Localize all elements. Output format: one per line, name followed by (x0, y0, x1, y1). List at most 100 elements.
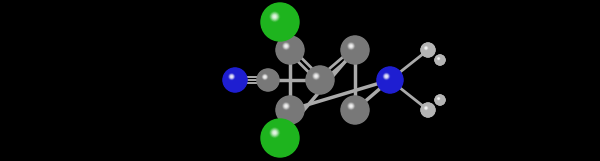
Circle shape (225, 70, 245, 90)
Circle shape (437, 58, 442, 62)
Circle shape (272, 130, 278, 136)
Circle shape (311, 71, 329, 89)
Circle shape (388, 78, 392, 82)
Circle shape (422, 44, 434, 56)
Circle shape (263, 121, 297, 155)
Circle shape (426, 108, 430, 112)
Circle shape (438, 58, 442, 62)
Circle shape (271, 129, 289, 147)
Circle shape (265, 123, 295, 153)
Circle shape (424, 105, 433, 115)
Circle shape (281, 101, 299, 119)
Circle shape (346, 101, 364, 119)
Circle shape (347, 103, 362, 118)
Circle shape (311, 71, 329, 89)
Circle shape (350, 105, 352, 107)
Circle shape (318, 78, 322, 82)
Circle shape (266, 8, 294, 36)
Circle shape (278, 38, 302, 62)
Circle shape (425, 47, 431, 53)
Circle shape (258, 70, 278, 90)
Circle shape (424, 106, 432, 114)
Circle shape (425, 47, 427, 49)
Circle shape (273, 131, 276, 134)
Circle shape (424, 46, 428, 50)
Circle shape (379, 69, 401, 91)
Circle shape (343, 98, 367, 122)
Circle shape (262, 74, 268, 79)
Circle shape (439, 99, 442, 101)
Circle shape (439, 99, 441, 101)
Circle shape (421, 43, 435, 57)
Circle shape (273, 15, 287, 29)
Circle shape (421, 104, 434, 117)
Circle shape (313, 73, 319, 79)
Circle shape (277, 37, 303, 63)
Circle shape (262, 73, 275, 87)
Circle shape (345, 100, 365, 120)
Circle shape (262, 4, 298, 40)
Circle shape (229, 74, 241, 86)
Circle shape (283, 104, 296, 117)
Circle shape (272, 130, 287, 146)
Circle shape (268, 125, 293, 151)
Circle shape (349, 104, 361, 116)
Circle shape (265, 77, 271, 83)
Circle shape (286, 45, 295, 55)
Circle shape (230, 75, 233, 78)
Circle shape (259, 71, 278, 90)
Circle shape (383, 73, 390, 80)
Circle shape (439, 99, 441, 101)
Circle shape (383, 73, 389, 79)
Circle shape (437, 57, 443, 63)
Circle shape (319, 79, 322, 81)
Circle shape (422, 104, 434, 116)
Circle shape (380, 70, 400, 90)
Circle shape (263, 5, 297, 39)
Circle shape (316, 76, 317, 77)
Circle shape (435, 95, 445, 105)
Circle shape (262, 74, 274, 86)
Circle shape (425, 107, 431, 113)
Circle shape (223, 68, 247, 92)
Circle shape (227, 72, 244, 88)
Circle shape (286, 106, 287, 107)
Circle shape (282, 102, 298, 118)
Circle shape (287, 108, 292, 112)
Circle shape (343, 38, 367, 62)
Circle shape (269, 127, 291, 149)
Circle shape (289, 49, 292, 51)
Circle shape (265, 123, 295, 153)
Circle shape (425, 108, 427, 109)
Circle shape (427, 109, 429, 111)
Circle shape (316, 75, 325, 85)
Circle shape (271, 128, 279, 137)
Circle shape (437, 57, 443, 63)
Circle shape (438, 98, 439, 99)
Circle shape (380, 71, 400, 90)
Circle shape (262, 4, 298, 40)
Circle shape (267, 79, 269, 81)
Circle shape (425, 107, 431, 113)
Circle shape (287, 47, 293, 53)
Circle shape (234, 79, 236, 81)
Circle shape (386, 76, 394, 83)
Circle shape (233, 78, 237, 82)
Circle shape (351, 46, 359, 54)
Circle shape (437, 98, 443, 103)
Circle shape (265, 7, 295, 37)
Circle shape (349, 44, 361, 56)
Circle shape (421, 103, 435, 117)
Circle shape (272, 14, 278, 19)
Circle shape (349, 44, 353, 48)
Circle shape (265, 76, 272, 84)
Circle shape (387, 77, 393, 83)
Circle shape (427, 49, 429, 51)
Circle shape (283, 43, 289, 49)
Circle shape (437, 57, 443, 62)
Circle shape (382, 71, 398, 89)
Circle shape (283, 103, 298, 118)
Circle shape (275, 133, 285, 143)
Circle shape (385, 75, 395, 85)
Circle shape (436, 56, 444, 64)
